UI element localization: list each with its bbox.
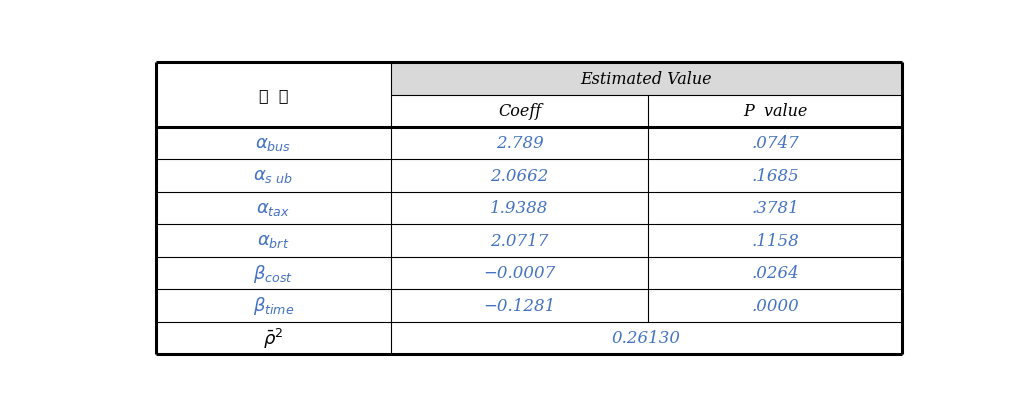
Bar [391,63,902,95]
Text: .0000: .0000 [751,297,799,314]
Text: Estimated Value: Estimated Value [581,71,712,88]
Bar [156,225,902,257]
Text: $\alpha_{s\ ub}$: $\alpha_{s\ ub}$ [253,167,293,185]
Bar [156,257,902,290]
Text: 2.789: 2.789 [496,135,544,152]
Text: .1685: .1685 [751,168,799,184]
Text: −0.1281: −0.1281 [483,297,556,314]
Text: −0.0007: −0.0007 [483,265,556,282]
Text: 2.0717: 2.0717 [490,232,549,249]
Text: Coeff: Coeff [498,103,541,120]
Text: $\beta_{cost}$: $\beta_{cost}$ [253,262,293,284]
Text: 2.0662: 2.0662 [490,168,549,184]
Text: $\beta_{time}$: $\beta_{time}$ [253,294,294,317]
Text: .0264: .0264 [751,265,799,282]
Bar [156,192,902,225]
Text: 구  분: 구 분 [258,88,288,103]
Text: .0747: .0747 [751,135,799,152]
Bar [156,290,902,322]
Text: P  value: P value [742,103,807,120]
Bar [391,95,902,128]
Text: $\alpha_{bus}$: $\alpha_{bus}$ [255,135,292,153]
Text: 0.26130: 0.26130 [611,330,681,346]
Text: $\alpha_{tax}$: $\alpha_{tax}$ [256,200,291,218]
Text: .3781: .3781 [751,200,799,217]
Text: $\alpha_{brt}$: $\alpha_{brt}$ [257,232,290,250]
Text: 1.9388: 1.9388 [490,200,549,217]
Text: .1158: .1158 [751,232,799,249]
Bar [156,322,902,354]
Text: $\bar{\rho}^2$: $\bar{\rho}^2$ [263,326,284,350]
Bar [156,160,902,192]
Bar [156,128,902,160]
Bar [156,63,391,128]
